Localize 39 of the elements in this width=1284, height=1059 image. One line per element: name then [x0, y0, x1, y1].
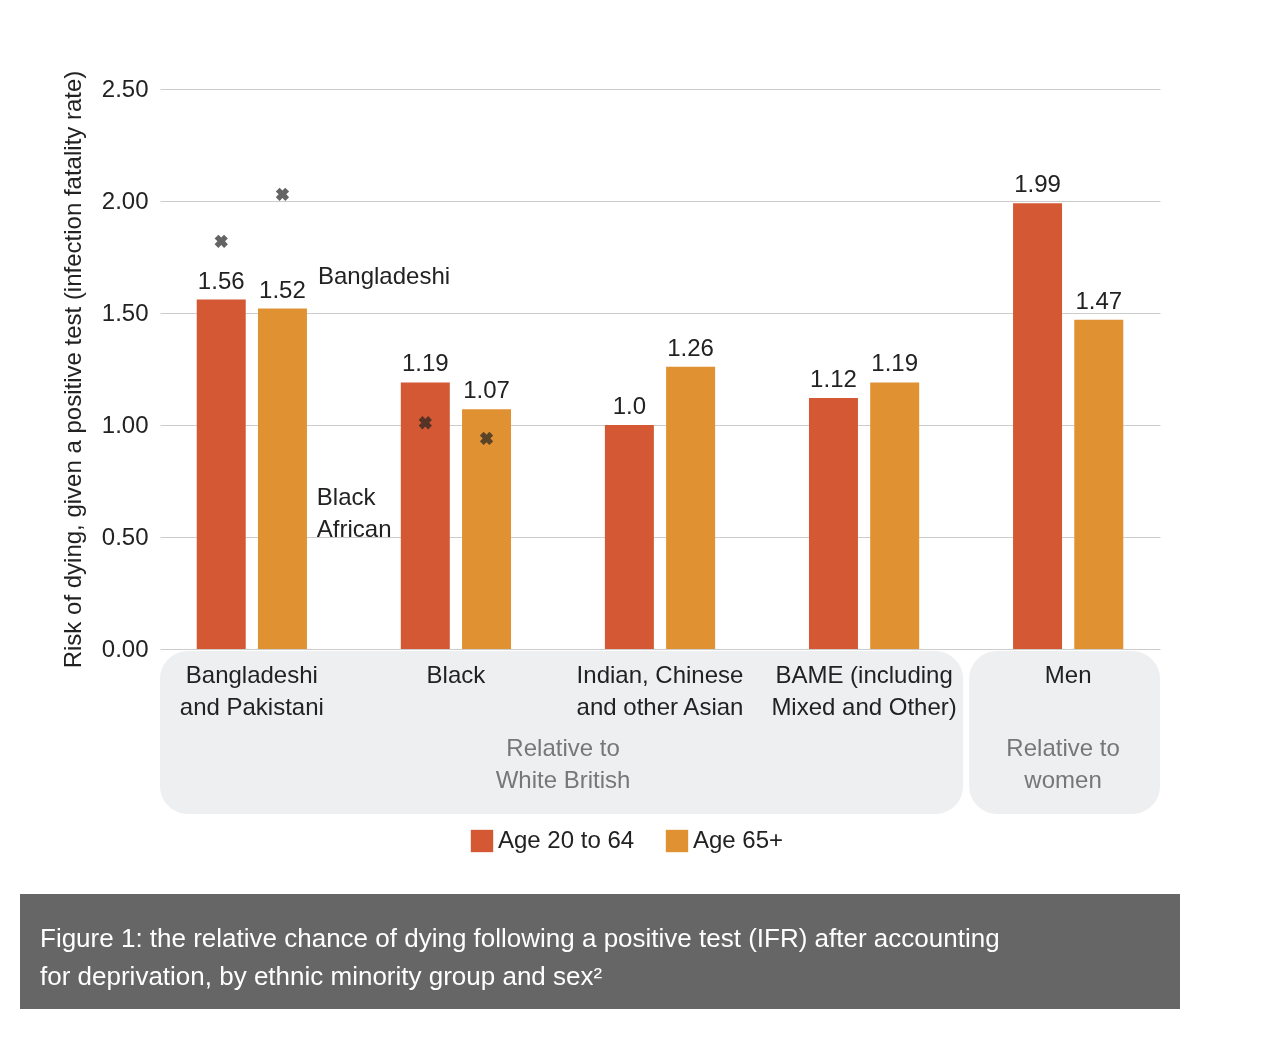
- x-tick-label: Men: [1044, 660, 1092, 688]
- bar: [196, 299, 246, 649]
- data-label: 1.12: [810, 365, 857, 393]
- y-tick-label: 1.00: [101, 410, 149, 438]
- data-label: 1.19: [871, 349, 919, 377]
- bar: [1074, 319, 1124, 649]
- bar: [870, 382, 920, 649]
- y-axis-title: Risk of dying, given a positive test (infection fatality rate): [58, 70, 86, 669]
- bar: [462, 409, 512, 649]
- data-label: 1.26: [667, 333, 714, 361]
- data-label: 1.47: [1075, 286, 1123, 314]
- annotation: Bangladeshi: [317, 261, 451, 289]
- caption: Figure 1: the relative chance of dying following a positive test (IFR) after accounting for deprivation, by ethnic minority group and sex²: [40, 923, 1000, 991]
- data-label: 1.99: [1014, 170, 1061, 198]
- text: Relative to women: [1006, 734, 1120, 793]
- y-tick-label: 0.00: [101, 634, 149, 662]
- x-tick-label: BAME (including Mixed and Other): [771, 660, 957, 720]
- legend-label: Age 20 to 64: [498, 826, 635, 853]
- legend-label: Age 65+: [693, 826, 784, 853]
- annotation: Black African: [316, 482, 392, 542]
- x-tick-label: Black: [426, 660, 487, 688]
- bar: [604, 425, 654, 649]
- bar: [257, 308, 307, 649]
- bar: [808, 398, 858, 649]
- y-tick-label: 0.50: [101, 522, 149, 550]
- data-label: 1.07: [463, 376, 510, 404]
- bar: [400, 382, 450, 649]
- bar: [666, 366, 716, 649]
- bar: [1013, 203, 1063, 649]
- y-tick-label: 1.50: [101, 298, 149, 326]
- data-label: 1.0: [612, 392, 647, 419]
- x-tick-label: Indian, Chinese and other Asian: [576, 660, 744, 720]
- data-label: 1.52: [259, 275, 306, 303]
- x-tick-label: Bangladeshi and Pakistani: [179, 660, 324, 720]
- data-label: 1.56: [197, 266, 245, 294]
- data-label: 1.19: [401, 349, 449, 377]
- y-tick-label: 2.50: [101, 74, 149, 102]
- y-tick-label: 2.00: [101, 186, 149, 214]
- text: Relative to White British: [495, 734, 631, 793]
